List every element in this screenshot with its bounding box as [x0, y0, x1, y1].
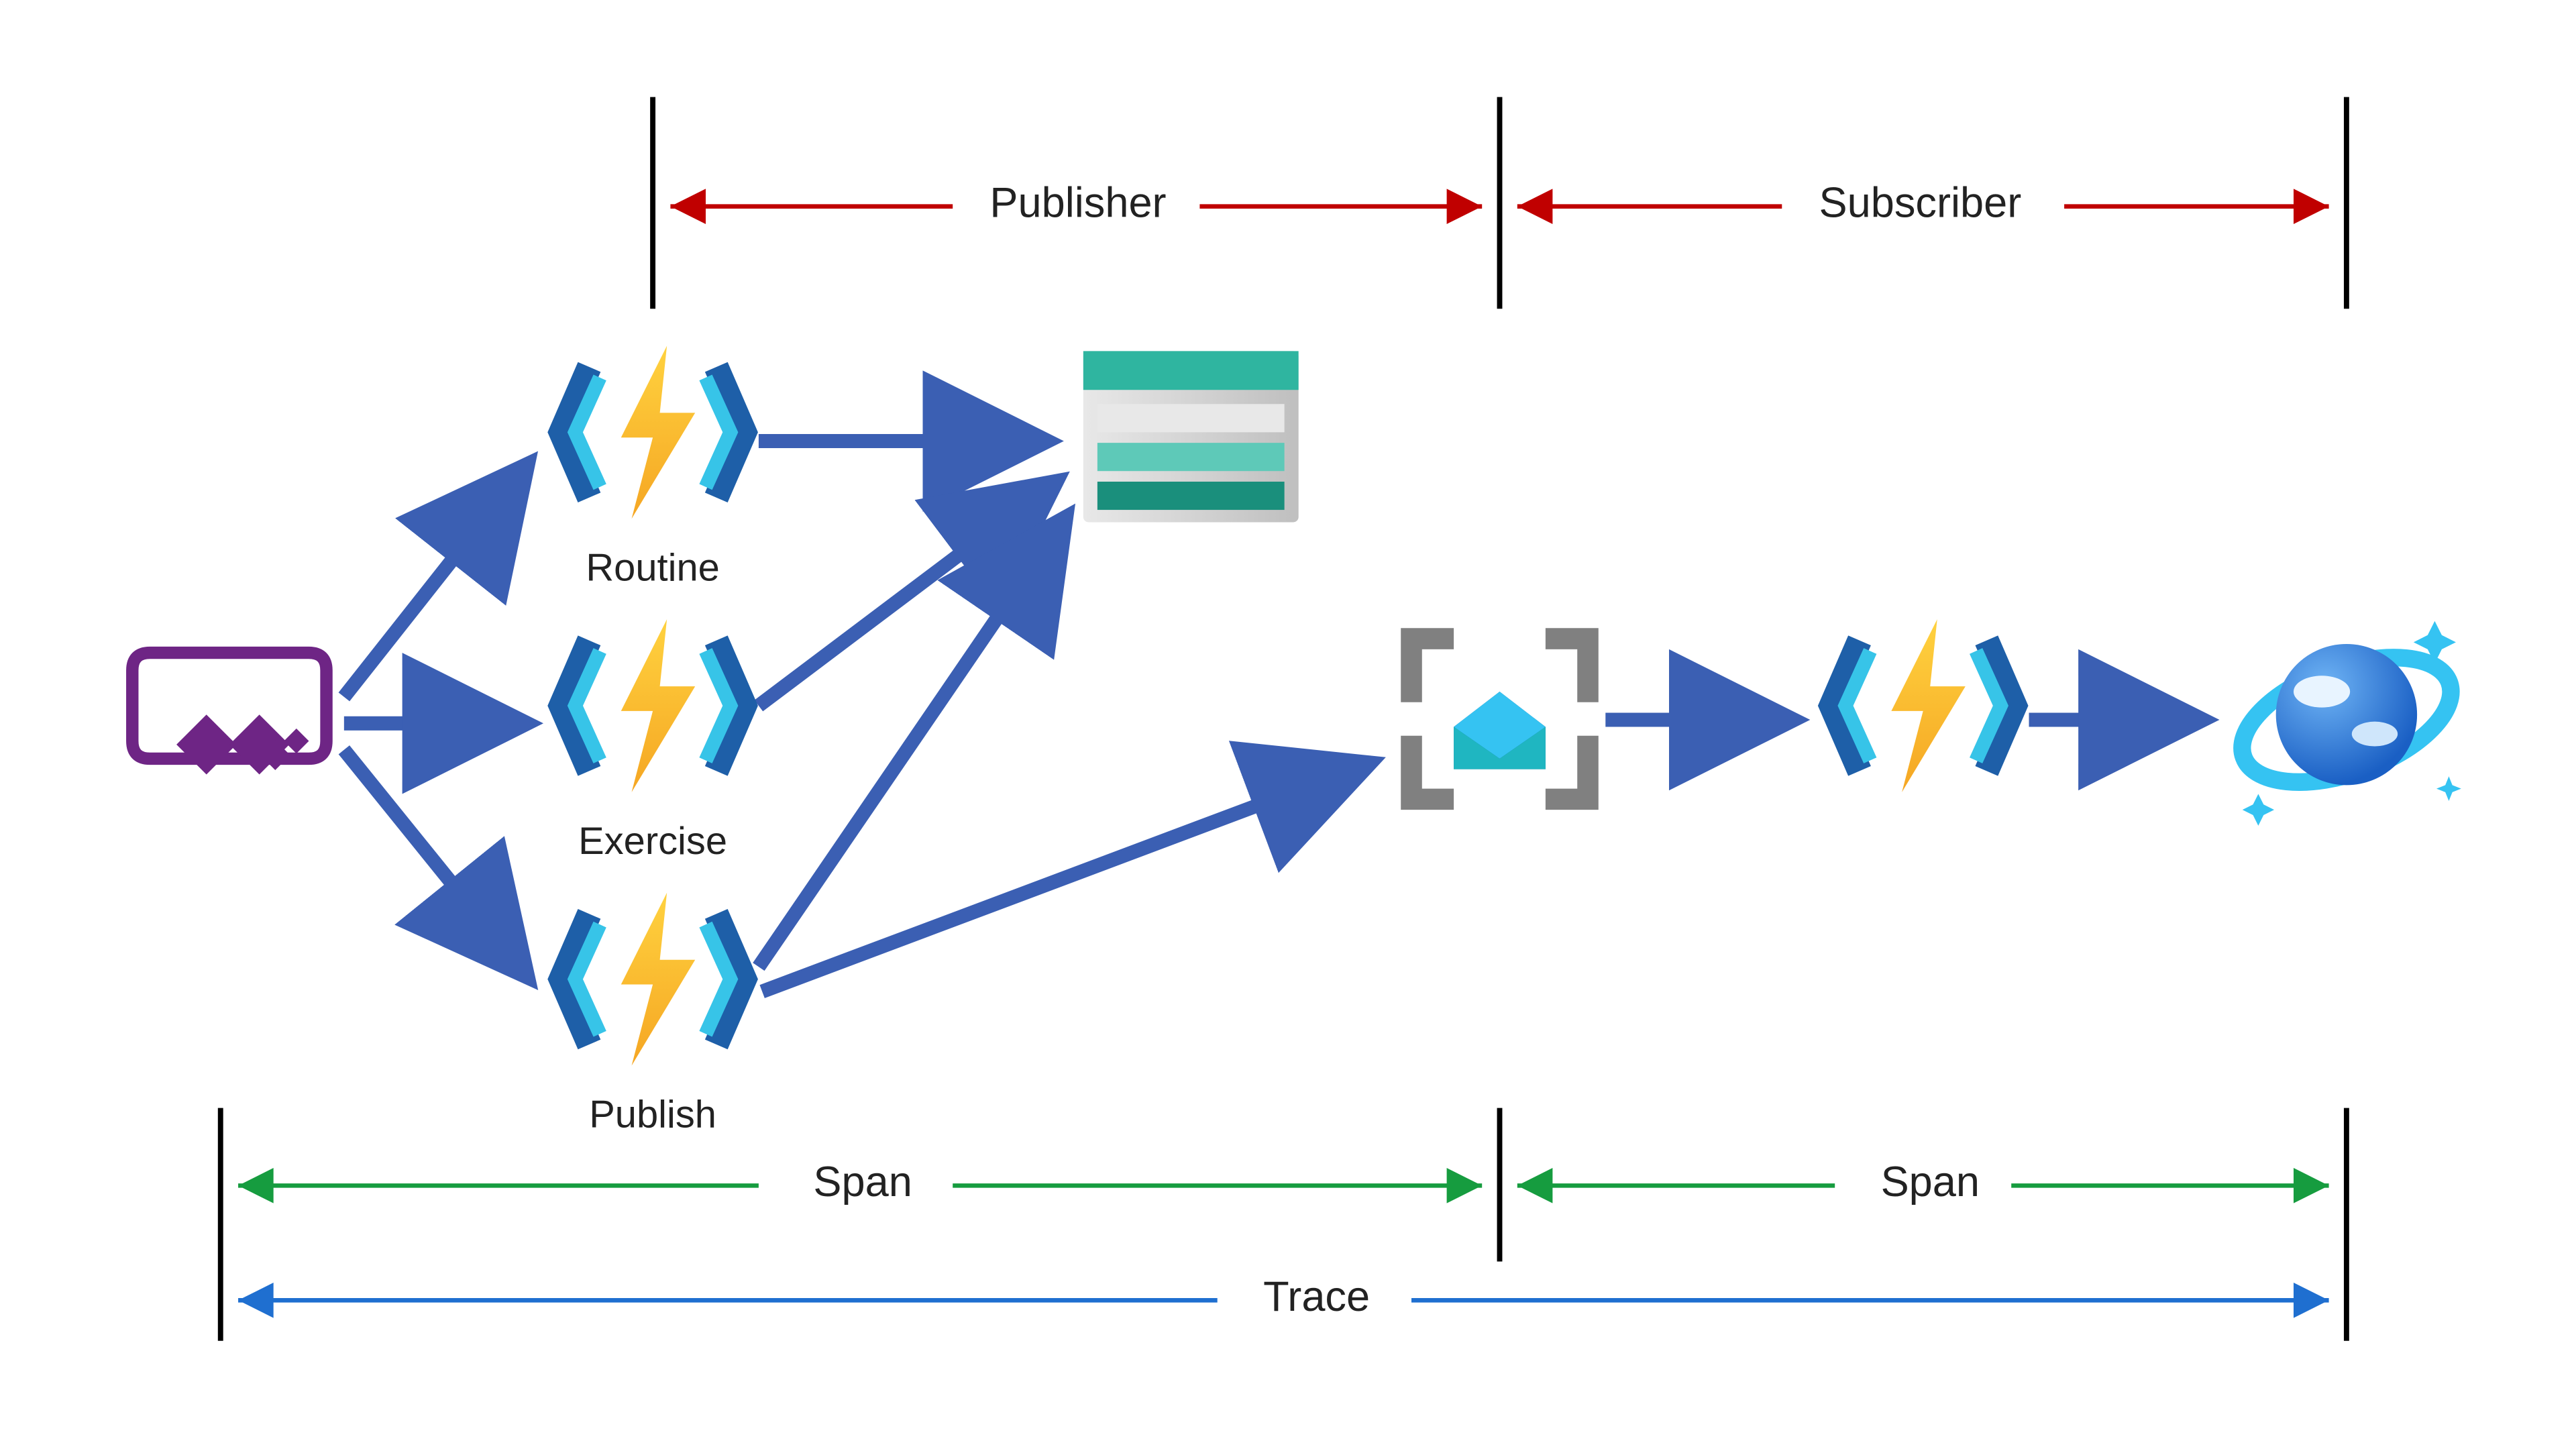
storage-table-icon: [1076, 344, 1305, 529]
azure-function-icon: [1817, 608, 2029, 802]
function-publish-label: Publish: [547, 1092, 759, 1138]
flow-arrow: [759, 515, 1067, 967]
powerapps-icon: [115, 635, 344, 812]
node-function-routine: Routine: [547, 335, 759, 591]
flow-arrow: [344, 462, 529, 697]
cosmosdb-icon: [2223, 600, 2470, 829]
diagram-arrows-svg: [0, 0, 2576, 1447]
azure-function-icon: [547, 335, 759, 529]
label-trace: Trace: [1252, 1274, 1381, 1324]
node-cosmosdb: [2223, 600, 2470, 829]
node-powerapps: [115, 635, 344, 812]
function-exercise-label: Exercise: [547, 818, 759, 864]
function-routine-label: Routine: [547, 545, 759, 591]
node-servicebus-topic: [1394, 618, 1606, 820]
azure-function-icon: [547, 882, 759, 1076]
flow-arrow: [762, 762, 1373, 991]
azure-function-icon: [547, 608, 759, 802]
flow-arrow: [759, 480, 1059, 706]
label-span1: Span: [803, 1159, 923, 1209]
node-function-exercise: Exercise: [547, 608, 759, 864]
node-storage-table: [1076, 344, 1305, 529]
node-function-subscriber: [1817, 608, 2029, 811]
diagram-stage: Publisher Subscriber Span Span Trace Rou…: [0, 0, 2576, 1447]
servicebus-topic-icon: [1394, 618, 1606, 820]
flow-arrow: [344, 750, 529, 979]
node-function-publish: Publish: [547, 882, 759, 1138]
label-span2: Span: [1870, 1159, 1990, 1209]
label-subscriber: Subscriber: [1809, 180, 2032, 229]
label-publisher: Publisher: [979, 180, 1177, 229]
